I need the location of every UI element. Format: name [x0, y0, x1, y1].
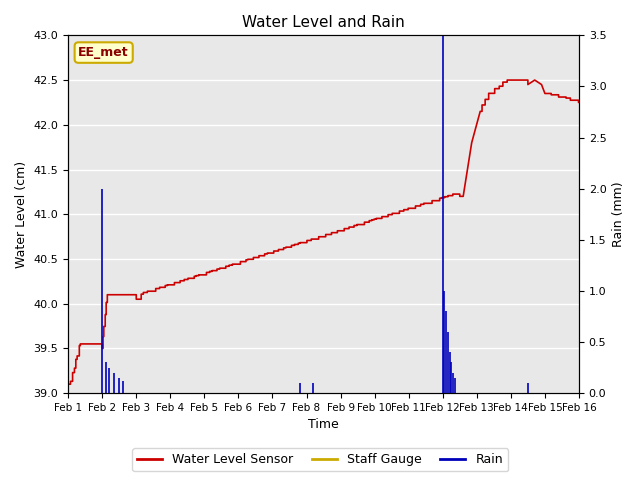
Legend: Water Level Sensor, Staff Gauge, Rain: Water Level Sensor, Staff Gauge, Rain [132, 448, 508, 471]
Text: EE_met: EE_met [78, 46, 129, 59]
X-axis label: Time: Time [308, 419, 339, 432]
Title: Water Level and Rain: Water Level and Rain [242, 15, 405, 30]
Y-axis label: Rain (mm): Rain (mm) [612, 181, 625, 247]
Y-axis label: Water Level (cm): Water Level (cm) [15, 161, 28, 268]
